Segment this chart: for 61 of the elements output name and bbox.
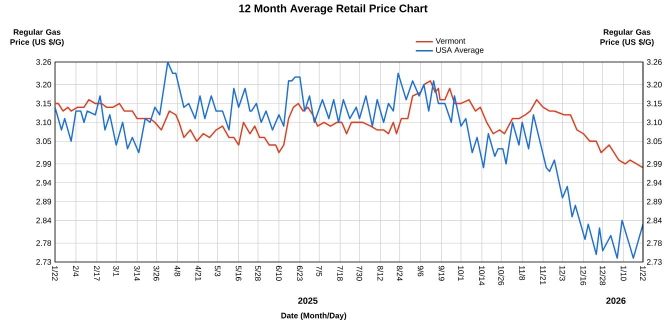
y-tick-label: 3.26 — [36, 59, 52, 65]
y2-tick-label: 2.99 — [646, 161, 662, 167]
text: 2025 — [298, 298, 318, 304]
legend-label: USA Average — [436, 47, 484, 54]
y-tick-label: 3.05 — [36, 138, 52, 144]
x-tick-label: 8/12 — [377, 266, 384, 281]
y2-tick-label: 3.15 — [646, 100, 662, 106]
y2-axis-title: Regular Gas Price (US $/G) — [600, 29, 654, 46]
x-tick-label: 6/23 — [296, 266, 303, 281]
y-tick-label: 3.20 — [36, 82, 52, 88]
y2-tick-label: 2.89 — [646, 198, 662, 204]
x-tick-label: 1/22 — [52, 266, 58, 281]
x-tick-label: 12/3 — [560, 266, 566, 281]
x-tick-label: 7/18 — [337, 266, 344, 281]
y-tick-label: 3.15 — [36, 100, 52, 106]
y2-tick-label: 2.73 — [646, 259, 662, 265]
x-tick-label: 1/22 — [640, 266, 646, 281]
y-tick-label: 2.94 — [36, 180, 52, 186]
y-tick-label: 2.84 — [36, 218, 52, 224]
x-tick-label: 6/10 — [276, 266, 282, 281]
y-tick-label: 2.99 — [36, 161, 52, 167]
x-tick-label: 12/28 — [600, 266, 606, 286]
x-tick-label: 3/14 — [134, 266, 140, 281]
x-tick-label: 4/8 — [174, 266, 180, 276]
x-tick-label: 3/1 — [113, 266, 120, 276]
x-tick-label: 7/5 — [316, 266, 322, 276]
x-axis-title: Date (Month/Day) — [281, 312, 346, 320]
y-tick-label: 2.89 — [36, 198, 52, 204]
y2-tick-label: 3.20 — [646, 82, 662, 88]
y-tick-label: 2.78 — [36, 240, 52, 246]
legend-label: Vermont — [436, 38, 466, 44]
x-tick-label: 4/21 — [195, 266, 202, 281]
x-tick-label: 5/16 — [236, 266, 242, 281]
x-tick-label: 11/21 — [540, 266, 546, 285]
x-tick-label: 8/24 — [396, 266, 403, 281]
y2-tick-label: 2.94 — [646, 180, 662, 186]
x-tick-label: 7/30 — [356, 266, 362, 281]
text: 2026 — [606, 298, 626, 304]
x-tick-label: 9/19 — [438, 266, 445, 281]
y2-tick-label: 3.26 — [646, 59, 662, 65]
chart-title: 12 Month Average Retail Price Chart — [239, 4, 428, 15]
x-tick-label: 10/26 — [498, 266, 504, 286]
y-axis-title: Regular Gas Price (US $/G) — [10, 29, 64, 46]
x-tick-label: 9/6 — [418, 266, 424, 276]
y2-tick-label: 2.78 — [646, 240, 662, 246]
x-tick-label: 10/1 — [458, 266, 464, 281]
y2-tick-label: 3.05 — [646, 138, 662, 144]
x-tick-label: 11/8 — [519, 266, 526, 280]
x-tick-label: 10/14 — [478, 266, 485, 286]
x-tick-label: 3/26 — [154, 266, 160, 281]
x-tick-label: 5/3 — [214, 266, 221, 276]
x-tick-label: 2/4 — [73, 266, 79, 276]
line-series — [55, 62, 643, 259]
y-tick-label: 2.73 — [36, 259, 52, 265]
x-tick-label: 5/28 — [255, 266, 261, 281]
y-tick-label: 3.10 — [36, 120, 52, 126]
x-tick-label: 12/16 — [580, 266, 586, 286]
y2-tick-label: 2.84 — [646, 218, 662, 224]
y2-tick-label: 3.10 — [646, 120, 662, 126]
x-tick-label: 1/10 — [620, 266, 627, 281]
x-tick-label: 2/17 — [94, 266, 100, 281]
